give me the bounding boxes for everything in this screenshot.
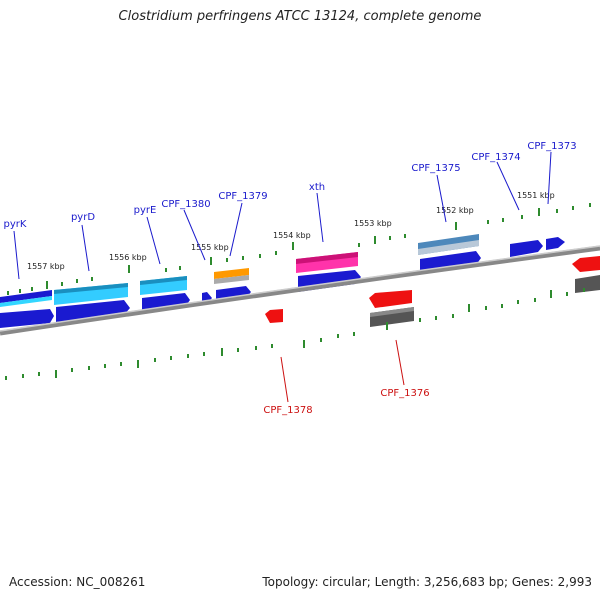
leader-CPF_1380 bbox=[183, 209, 206, 261]
gene-label-CPF_1376[interactable]: CPF_1376 bbox=[380, 388, 429, 399]
gene-box-pyrD-top bbox=[54, 283, 128, 294]
outer-ticks bbox=[7, 203, 591, 295]
genome-backbone-highlight bbox=[0, 245, 600, 332]
gene-label-CPF_1378[interactable]: CPF_1378 bbox=[263, 405, 312, 416]
leader-CPF_1378 bbox=[280, 356, 289, 403]
genome-backbone bbox=[0, 245, 600, 336]
leader-CPF_1374 bbox=[496, 161, 520, 211]
scale-label: 1551 kbp bbox=[517, 191, 555, 200]
gene-label-CPF_1374[interactable]: CPF_1374 bbox=[471, 152, 520, 163]
genome-summary: Topology: circular; Length: 3,256,683 bp… bbox=[262, 575, 592, 589]
accession-label: Accession: NC_008261 bbox=[9, 575, 146, 589]
arrow-edge-red[interactable] bbox=[572, 256, 600, 272]
gene-box-CPF_1376-grey-top bbox=[370, 307, 414, 317]
gene-box-pyrK[interactable] bbox=[0, 290, 52, 303]
leader-pyrK bbox=[13, 230, 20, 280]
arrow-CPF_1375[interactable] bbox=[420, 251, 481, 273]
gene-label-CPF_1380[interactable]: CPF_1380 bbox=[161, 199, 210, 210]
gene-box-CPF_1379-grey bbox=[214, 275, 249, 284]
scale-label: 1554 kbp bbox=[273, 231, 311, 240]
gene-box-CPF_1375-light bbox=[418, 240, 479, 255]
gene-label-pyrD[interactable]: pyrD bbox=[71, 212, 95, 223]
arrow-pyrK[interactable] bbox=[0, 309, 54, 328]
leader-pyrE bbox=[146, 216, 161, 265]
gene-box-edge-grey bbox=[575, 275, 600, 293]
leader-xth bbox=[316, 192, 324, 243]
scale-label: 1552 kbp bbox=[436, 206, 474, 215]
gene-label-CPF_1375[interactable]: CPF_1375 bbox=[411, 163, 460, 174]
leader-CPF_1379 bbox=[229, 202, 243, 257]
leader-pyrD bbox=[81, 224, 90, 272]
scale-label: 1556 kbp bbox=[109, 253, 147, 262]
gene-box-CPF_1373[interactable] bbox=[546, 237, 565, 250]
gene-box-CPF_1374[interactable] bbox=[510, 240, 543, 257]
gene-label-CPF_1379[interactable]: CPF_1379 bbox=[218, 191, 267, 202]
map-title: Clostridium perfringens ATCC 13124, comp… bbox=[118, 9, 482, 24]
gene-box-pyrE-top bbox=[140, 276, 187, 285]
reverse-features bbox=[265, 256, 600, 327]
gene-box-xth-top bbox=[296, 252, 358, 264]
scale-label: 1557 kbp bbox=[27, 262, 65, 271]
leader-CPF_1375 bbox=[436, 174, 447, 223]
scale-label: 1555 kbp bbox=[191, 243, 229, 252]
forward-features-top bbox=[0, 234, 565, 307]
gene-label-pyrK[interactable]: pyrK bbox=[4, 219, 27, 230]
arrow-pyrD[interactable] bbox=[56, 300, 130, 322]
inner-ticks bbox=[5, 288, 585, 380]
arrow-CPF_1376[interactable] bbox=[369, 290, 412, 308]
leader-CPF_1373 bbox=[547, 151, 552, 205]
forward-leaders bbox=[13, 151, 552, 280]
gene-box-pyrK-cyan[interactable] bbox=[0, 296, 52, 307]
arrow-CPF_1378[interactable] bbox=[265, 309, 283, 323]
leader-CPF_1376 bbox=[395, 339, 405, 386]
gene-box-CPF_1379-orange[interactable] bbox=[214, 268, 249, 279]
reverse-leaders bbox=[280, 339, 405, 403]
gene-label-xth[interactable]: xth bbox=[309, 182, 325, 193]
scale-label: 1553 kbp bbox=[354, 219, 392, 228]
gene-label-CPF_1373[interactable]: CPF_1373 bbox=[527, 141, 576, 152]
gene-label-pyrE[interactable]: pyrE bbox=[134, 205, 157, 216]
